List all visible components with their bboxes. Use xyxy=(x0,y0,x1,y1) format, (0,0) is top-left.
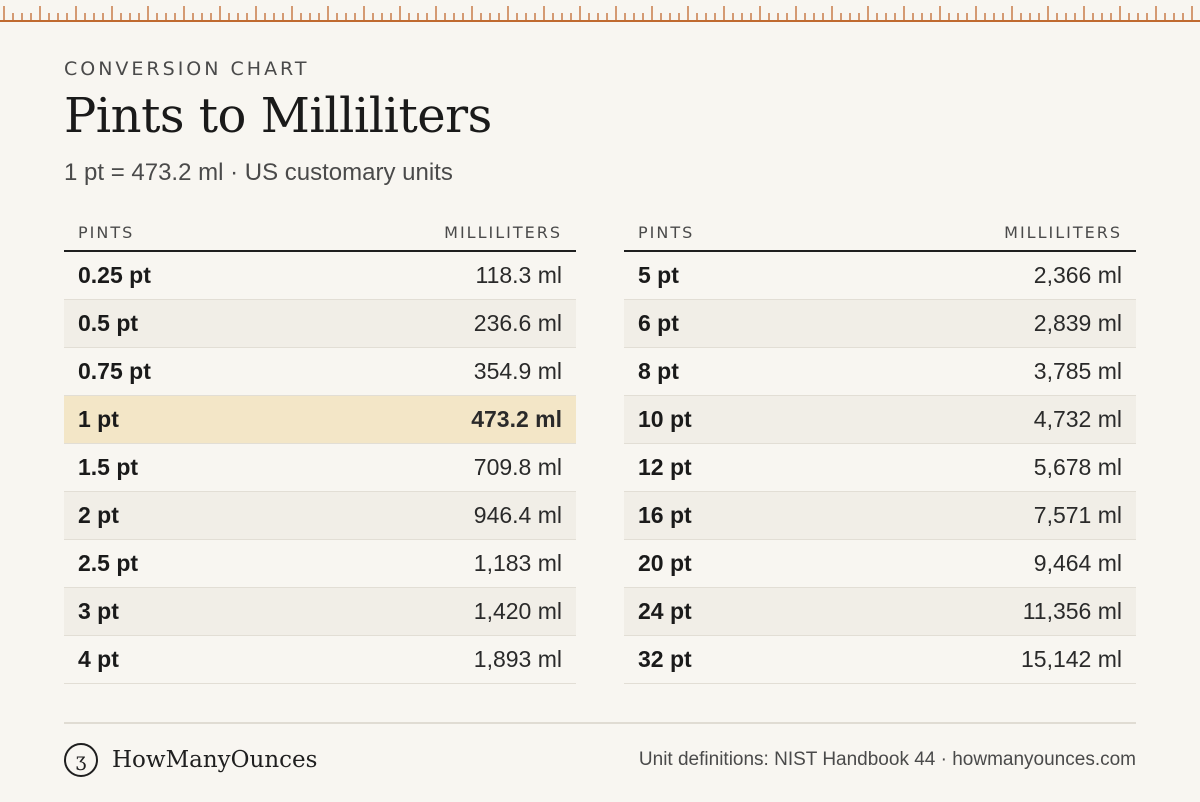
table-row: 20 pt 9,464 ml xyxy=(624,540,1136,588)
milliliters-value: 4,732 ml xyxy=(1033,406,1122,432)
milliliters-value: 1,420 ml xyxy=(473,598,562,624)
pints-value: 24 pt xyxy=(638,598,692,624)
pints-value: 1 pt xyxy=(78,406,119,432)
table-row: 1.5 pt 709.8 ml xyxy=(64,444,576,492)
milliliters-value: 2,366 ml xyxy=(1033,262,1122,288)
source-note: Unit definitions: NIST Handbook 44 · how… xyxy=(638,749,1136,770)
table-row: 2.5 pt 1,183 ml xyxy=(64,540,576,588)
footer-divider xyxy=(64,722,1136,724)
milliliters-value: 946.4 ml xyxy=(473,502,562,528)
conversion-table-right: PINTS MILLILITERS 5 pt 2,366 ml 6 pt 2,839 … xyxy=(624,214,1136,684)
table-header: PINTS MILLILITERS xyxy=(624,214,1136,252)
table-row: 10 pt 4,732 ml xyxy=(624,396,1136,444)
table-body: 5 pt 2,366 ml 6 pt 2,839 ml 8 pt 3,785 ml 10 p… xyxy=(624,252,1136,684)
pints-value: 2.5 pt xyxy=(78,550,139,576)
milliliters-value: 11,356 ml xyxy=(1022,598,1122,624)
pints-value: 4 pt xyxy=(78,646,119,672)
table-row: 3 pt 1,420 ml xyxy=(64,588,576,636)
pints-value: 3 pt xyxy=(78,598,119,624)
table-row: 0.75 pt 354.9 ml xyxy=(64,348,576,396)
table-row: 24 pt 11,356 ml xyxy=(624,588,1136,636)
pints-value: 12 pt xyxy=(638,454,692,480)
milliliters-value: 9,464 ml xyxy=(1033,550,1122,576)
milliliters-value: 5,678 ml xyxy=(1033,454,1122,480)
column-header-pints: PINTS xyxy=(638,222,695,242)
milliliters-value: 473.2 ml xyxy=(471,406,562,432)
table-row: 2 pt 946.4 ml xyxy=(64,492,576,540)
pints-value: 1.5 pt xyxy=(78,454,139,480)
pints-value: 0.75 pt xyxy=(78,358,151,384)
ruler-ticks xyxy=(3,6,1193,20)
table-row: 12 pt 5,678 ml xyxy=(624,444,1136,492)
milliliters-value: 709.8 ml xyxy=(473,454,562,480)
pints-value: 5 pt xyxy=(638,262,679,288)
milliliters-value: 118.3 ml xyxy=(475,262,562,288)
table-row: 0.5 pt 236.6 ml xyxy=(64,300,576,348)
pints-value: 2 pt xyxy=(78,502,119,528)
eyebrow-label: CONVERSION CHART xyxy=(64,58,310,80)
milliliters-value: 1,183 ml xyxy=(473,550,562,576)
milliliters-value: 3,785 ml xyxy=(1033,358,1122,384)
column-header-pints: PINTS xyxy=(78,222,135,242)
pints-value: 20 pt xyxy=(638,550,692,576)
brand-logo-icon: ʒ xyxy=(64,743,98,777)
pints-value: 32 pt xyxy=(638,646,692,672)
table-body: 0.25 pt 118.3 ml 0.5 pt 236.6 ml 0.75 pt 354.… xyxy=(64,252,576,684)
table-row: 4 pt 1,893 ml xyxy=(64,636,576,684)
pints-value: 8 pt xyxy=(638,358,679,384)
milliliters-value: 7,571 ml xyxy=(1033,502,1122,528)
page-title: Pints to Milliliters xyxy=(64,88,492,144)
pints-value: 0.5 pt xyxy=(78,310,139,336)
table-row: 8 pt 3,785 ml xyxy=(624,348,1136,396)
column-header-milliliters: MILLILITERS xyxy=(1004,222,1122,242)
page-subtitle: 1 pt = 473.2 ml · US customary units xyxy=(64,159,453,186)
table-row: 5 pt 2,366 ml xyxy=(624,252,1136,300)
milliliters-value: 1,893 ml xyxy=(473,646,562,672)
table-row: 0.25 pt 118.3 ml xyxy=(64,252,576,300)
milliliters-value: 236.6 ml xyxy=(473,310,562,336)
column-header-milliliters: MILLILITERS xyxy=(444,222,562,242)
pints-value: 10 pt xyxy=(638,406,692,432)
brand[interactable]: ʒ HowManyOunces xyxy=(64,743,317,777)
table-row: 32 pt 15,142 ml xyxy=(624,636,1136,684)
ruler-decoration xyxy=(0,0,1200,22)
milliliters-value: 2,839 ml xyxy=(1033,310,1122,336)
pints-value: 0.25 pt xyxy=(78,262,151,288)
table-row: 6 pt 2,839 ml xyxy=(624,300,1136,348)
brand-name: HowManyOunces xyxy=(112,747,318,773)
table-row: 16 pt 7,571 ml xyxy=(624,492,1136,540)
milliliters-value: 354.9 ml xyxy=(473,358,562,384)
table-header: PINTS MILLILITERS xyxy=(64,214,576,252)
conversion-table-left: PINTS MILLILITERS 0.25 pt 118.3 ml 0.5 pt 2… xyxy=(64,214,576,684)
milliliters-value: 15,142 ml xyxy=(1020,646,1122,672)
pints-value: 6 pt xyxy=(638,310,679,336)
pints-value: 16 pt xyxy=(638,502,692,528)
table-row-highlighted: 1 pt 473.2 ml xyxy=(64,396,576,444)
